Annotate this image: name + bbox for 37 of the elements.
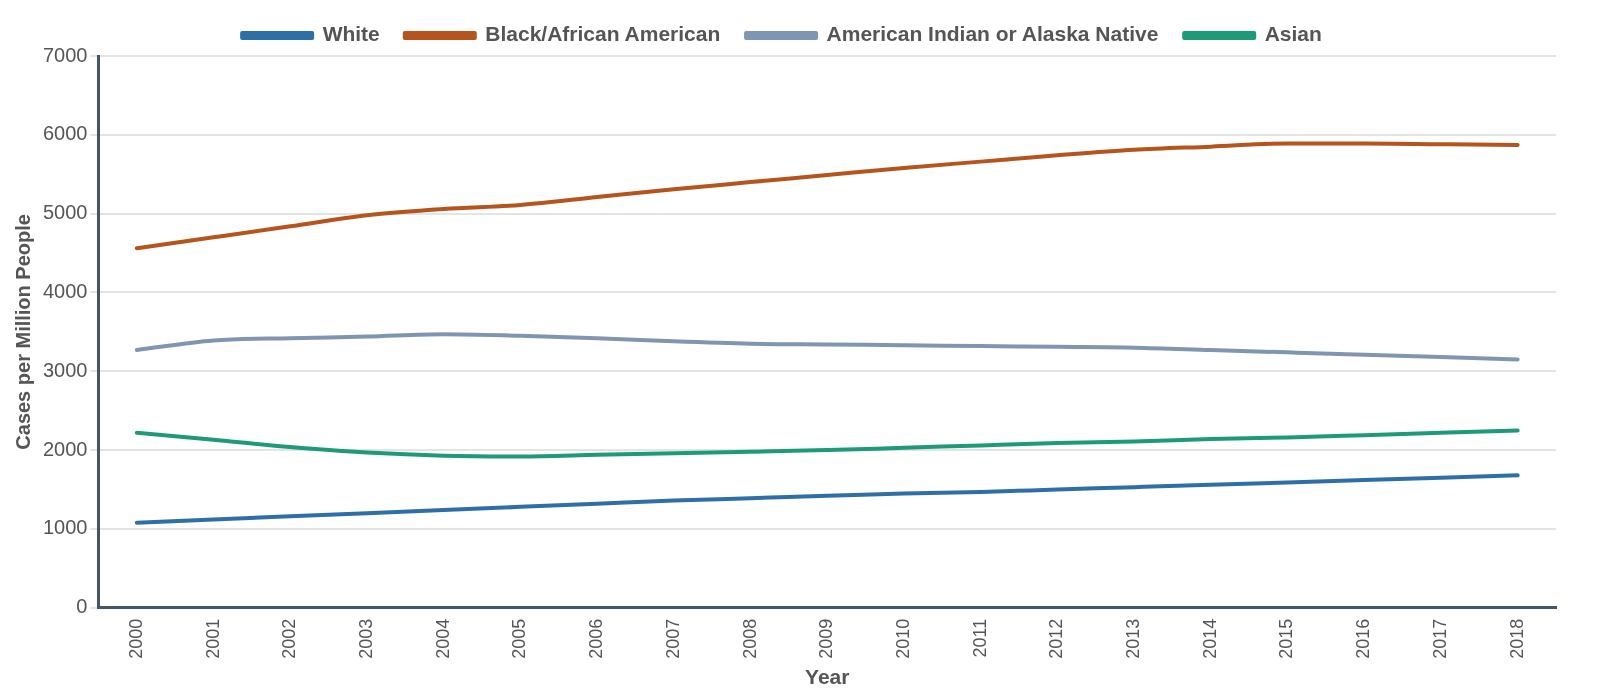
x-tick-label: 2013 (1123, 618, 1144, 659)
y-tick-label: 5000 (42, 201, 88, 224)
x-tick-label: 2010 (892, 618, 913, 659)
x-tick-label: 2007 (662, 618, 683, 659)
x-tick-label: 2015 (1276, 618, 1297, 659)
y-tick-label: 7000 (42, 43, 88, 66)
legend-label: Black/African American (485, 22, 721, 46)
x-tick-label: 2000 (125, 618, 146, 659)
legend-label: Asian (1264, 22, 1322, 46)
x-tick-label: 2014 (1199, 618, 1220, 659)
x-tick-label: 2001 (202, 618, 223, 659)
x-tick-label: 2006 (586, 618, 607, 659)
y-tick-label: 1000 (42, 516, 88, 539)
x-tick-label: 2018 (1506, 618, 1527, 659)
x-tick-label: 2009 (816, 618, 837, 659)
x-tick-label: 2012 (1046, 618, 1067, 659)
x-tick-label: 2017 (1429, 618, 1450, 659)
y-tick-label: 4000 (42, 279, 88, 302)
y-tick-label: 0 (76, 595, 88, 618)
x-axis-title: Year (805, 665, 850, 689)
line-series (134, 332, 1520, 362)
line-series (134, 428, 1520, 459)
legend-label: American Indian or Alaska Native (826, 22, 1159, 46)
x-tick-label: 2005 (509, 618, 530, 659)
y-tick-label: 2000 (42, 437, 88, 460)
y-tick-label: 6000 (42, 122, 88, 145)
legend-label: White (322, 22, 380, 46)
line-series (134, 141, 1520, 251)
x-tick-label: 2016 (1353, 618, 1374, 659)
x-tick-label: 2002 (279, 618, 300, 659)
x-tick-label: 2008 (739, 618, 760, 659)
x-tick-label: 2003 (355, 618, 376, 659)
x-tick-label: 2004 (432, 618, 453, 659)
line-series (134, 473, 1520, 525)
x-tick-label: 2011 (969, 618, 990, 658)
y-tick-label: 3000 (42, 358, 88, 381)
y-axis-title: Cases per Million People (11, 214, 34, 450)
